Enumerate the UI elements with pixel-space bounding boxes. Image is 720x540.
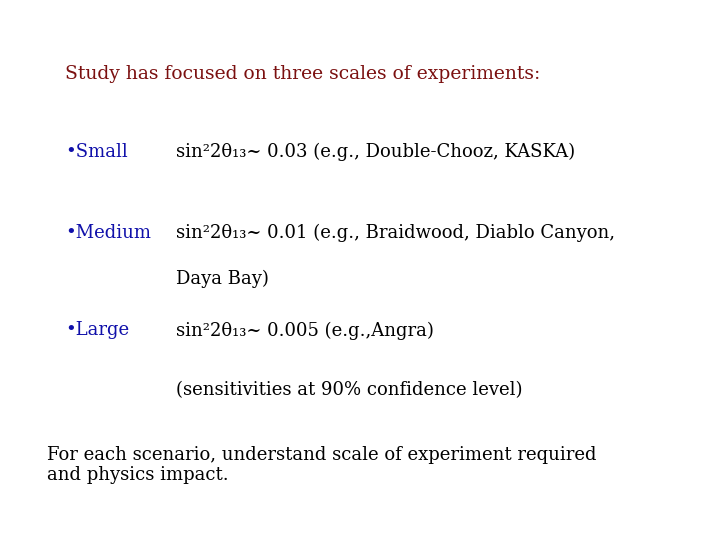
Text: •Small: •Small — [65, 143, 127, 161]
Text: sin²2θ₁₃~ 0.01 (e.g., Braidwood, Diablo Canyon,: sin²2θ₁₃~ 0.01 (e.g., Braidwood, Diablo … — [176, 224, 616, 242]
Text: Daya Bay): Daya Bay) — [176, 270, 269, 288]
Text: sin²2θ₁₃~ 0.03 (e.g., Double-Chooz, KASKA): sin²2θ₁₃~ 0.03 (e.g., Double-Chooz, KASK… — [176, 143, 575, 161]
Text: •Medium: •Medium — [65, 224, 150, 242]
Text: Study has focused on three scales of experiments:: Study has focused on three scales of exp… — [65, 65, 540, 83]
Text: (sensitivities at 90% confidence level): (sensitivities at 90% confidence level) — [176, 381, 523, 399]
Text: For each scenario, understand scale of experiment required
and physics impact.: For each scenario, understand scale of e… — [47, 446, 596, 484]
Text: •Large: •Large — [65, 321, 129, 339]
Text: sin²2θ₁₃~ 0.005 (e.g.,Angra): sin²2θ₁₃~ 0.005 (e.g.,Angra) — [176, 321, 434, 340]
